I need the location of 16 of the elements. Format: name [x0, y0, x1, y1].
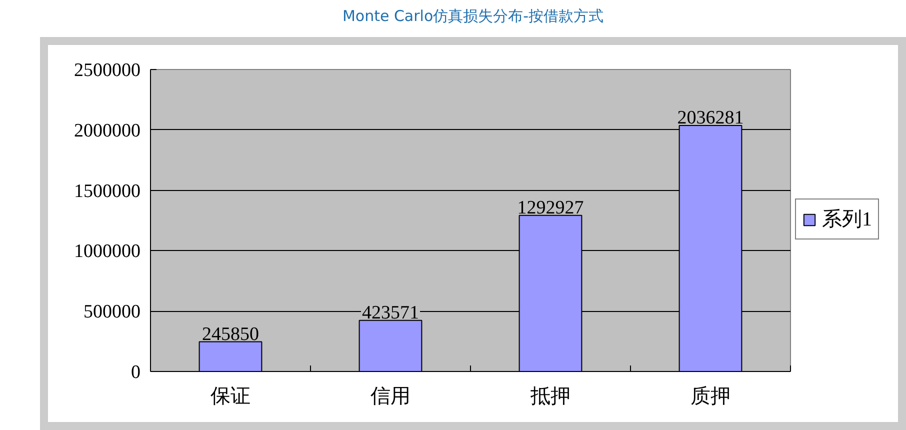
- x-tick-label: 质押: [690, 386, 730, 408]
- y-tick-label: 500000: [84, 302, 140, 323]
- y-tick-label: 1000000: [74, 241, 140, 262]
- y-tick-label: 2500000: [74, 60, 140, 81]
- x-tick-label: 信用: [370, 386, 410, 408]
- x-tick-label: 抵押: [530, 386, 570, 408]
- y-tick-label: 0: [131, 362, 140, 383]
- y-tick-label: 2000000: [74, 120, 140, 142]
- x-tick-label: 保证: [210, 386, 250, 408]
- data-label: 1292927: [517, 197, 584, 218]
- data-label: 423571: [362, 302, 419, 324]
- data-label: 2036281: [677, 108, 744, 129]
- data-label: 245850: [202, 324, 259, 345]
- legend-label: 系列1: [822, 208, 872, 232]
- chart-title: Monte Carlo仿真损失分布-按借款方式: [342, 6, 604, 27]
- y-tick-label: 1500000: [74, 180, 140, 202]
